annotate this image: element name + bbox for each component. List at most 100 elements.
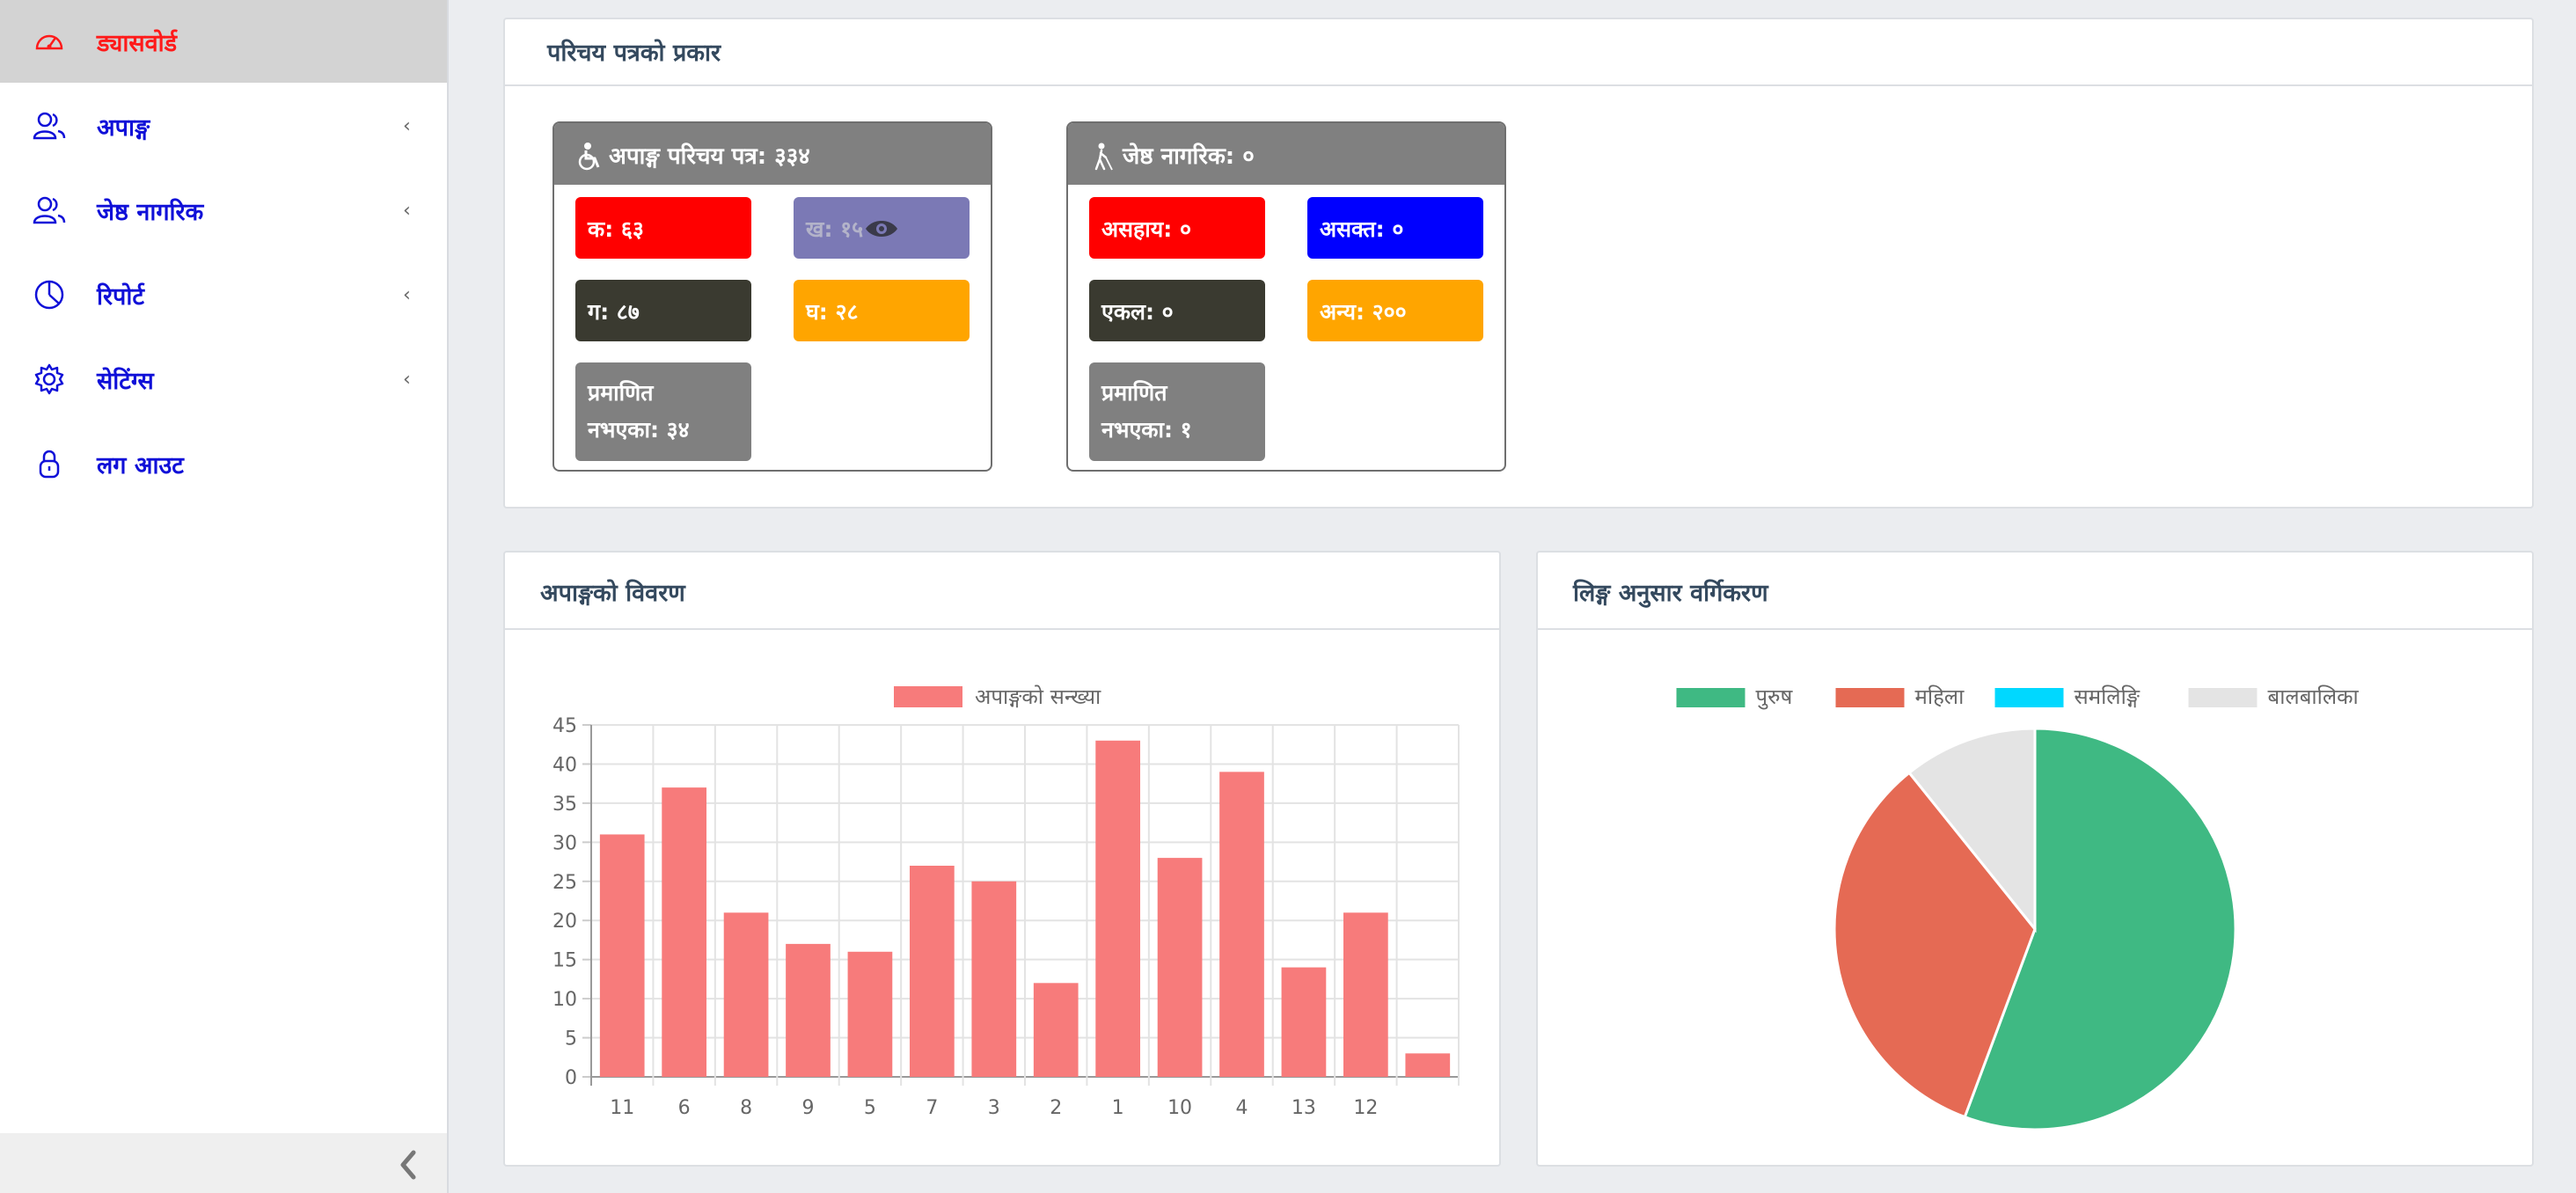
bar	[1157, 858, 1203, 1077]
chevron-left-icon: ‹	[403, 199, 411, 222]
card-header: लिङ्ग अनुसार वर्गिकरण	[1538, 553, 2532, 630]
legend-swatch	[1994, 688, 2064, 707]
sidebar-item-disabled[interactable]: अपाङ्ग ‹	[0, 84, 447, 167]
sidebar-item-settings[interactable]: सेटिंग्स ‹	[0, 338, 447, 421]
y-tick-label: 30	[553, 832, 577, 854]
tile-label: अन्य: २००	[1320, 299, 1407, 325]
tile-label: ख: १५	[806, 216, 864, 242]
bar	[910, 866, 955, 1077]
card-title: परिचय पत्रको प्रकार	[547, 40, 721, 67]
sidebar-footer	[0, 1133, 447, 1193]
tile-label: ग: ८७	[588, 299, 640, 325]
sidebar-item-label: लग आउट	[97, 451, 184, 479]
chart-legend: अपाङ्गको सन्ख्या	[894, 684, 1101, 709]
card-header: परिचय पत्रको प्रकार	[505, 19, 2532, 86]
bar	[1281, 967, 1327, 1077]
sidebar-item-label: रिपोर्ट	[97, 282, 144, 311]
bar	[662, 787, 706, 1077]
y-tick-label: 40	[553, 754, 577, 776]
chevron-left-icon[interactable]	[394, 1147, 422, 1182]
tile-ga[interactable]: ग: ८७	[575, 280, 751, 341]
disabled-details-panel: अपाङ्गको विवरण अपाङ्गको सन्ख्या 0 5 10 15 20 2…	[503, 551, 1501, 1167]
card-title: अपाङ्गको विवरण	[540, 580, 685, 607]
x-tick-label: 12	[1353, 1097, 1378, 1119]
y-tick-label: 35	[553, 794, 577, 816]
pie-slice	[1907, 727, 2037, 933]
x-tick-label: 13	[1292, 1097, 1316, 1119]
card-title: लिङ्ग अनुसार वर्गिकरण	[1573, 580, 1768, 607]
senior-citizen-title: जेष्ठ नागरिक: ०	[1123, 143, 1255, 170]
x-tick-label: 4	[1236, 1097, 1248, 1119]
tile-ka[interactable]: क: ६३	[575, 197, 751, 259]
dashboard-icon	[35, 34, 63, 50]
tile-label: एकल: ०	[1101, 299, 1174, 325]
legend-label: समलिङ्गि	[2075, 684, 2141, 709]
tile-incapable[interactable]: असक्त: ०	[1307, 197, 1483, 259]
y-tick-label: 0	[565, 1067, 577, 1089]
bar	[786, 943, 831, 1077]
bar	[1405, 1053, 1451, 1077]
blind-walker-icon	[1094, 143, 1113, 171]
x-tick-label: 11	[610, 1097, 634, 1119]
x-tick-label: 7	[926, 1097, 938, 1119]
tile-kha[interactable]: ख: १५	[794, 197, 970, 259]
y-tick-label: 10	[553, 989, 577, 1011]
card-header: अपाङ्गको विवरण	[505, 553, 1499, 630]
sidebar-item-dashboard[interactable]: ड्यासवोर्ड	[0, 0, 447, 83]
y-tick-label: 15	[553, 950, 577, 972]
tile-label: क: ६३	[588, 216, 644, 242]
bar	[847, 951, 893, 1077]
sidebar: ड्यासवोर्ड अपाङ्ग ‹ जेष्ठ नागरिक ‹ रिपोर…	[0, 0, 449, 1193]
tile-single[interactable]: एकल: ०	[1089, 280, 1265, 341]
legend-label: अपाङ्गको सन्ख्या	[975, 684, 1101, 709]
x-tick-label: 8	[740, 1097, 752, 1119]
bar	[599, 834, 645, 1077]
legend-label: महिला	[1915, 684, 1965, 709]
sidebar-item-label: सेटिंग्स	[97, 367, 154, 395]
bar	[1095, 740, 1140, 1077]
legend-swatch	[1835, 688, 1905, 707]
tile-helpless[interactable]: असहाय: ०	[1089, 197, 1265, 259]
chevron-left-icon: ‹	[403, 114, 411, 137]
tile-unverified[interactable]: प्रमाणित नभएका: ३४	[575, 362, 751, 461]
legend-swatch	[2188, 688, 2258, 707]
chevron-left-icon: ‹	[403, 368, 411, 391]
sidebar-item-label: अपाङ्ग	[97, 113, 150, 142]
pie-report-icon	[34, 280, 64, 310]
sidebar-item-report[interactable]: रिपोर्ट ‹	[0, 253, 447, 336]
bar	[1033, 983, 1079, 1077]
y-tick-label: 20	[553, 911, 577, 933]
bar	[723, 912, 769, 1077]
tile-unverified[interactable]: प्रमाणित नभएका: १	[1089, 362, 1265, 461]
users-icon	[33, 112, 66, 140]
x-tick-label: 2	[1050, 1097, 1062, 1119]
y-tick-label: 45	[553, 715, 577, 737]
tile-label: असहाय: ०	[1101, 216, 1191, 242]
x-tick-label: 9	[802, 1097, 815, 1119]
users-icon	[33, 196, 66, 224]
tile-other[interactable]: अन्य: २००	[1307, 280, 1483, 341]
sidebar-item-label: ड्यासवोर्ड	[97, 29, 178, 57]
x-tick-label: 6	[678, 1097, 691, 1119]
bar	[1343, 912, 1388, 1077]
senior-citizen-header: जेष्ठ नागरिक: ०	[1068, 123, 1504, 185]
tile-label-line1: प्रमाणित	[588, 380, 654, 406]
pie-slice	[1833, 771, 2037, 1119]
tile-label-line2: नभएका: ३४	[588, 417, 690, 443]
sidebar-item-senior-citizen[interactable]: जेष्ठ नागरिक ‹	[0, 169, 447, 252]
x-tick-label: 5	[864, 1097, 876, 1119]
tile-label-line2: नभएका: १	[1101, 417, 1192, 443]
disabled-id-title: अपाङ्ग परिचय पत्र: ३३४	[609, 143, 810, 170]
x-tick-label: 1	[1112, 1097, 1124, 1119]
gender-classification-panel: लिङ्ग अनुसार वर्गिकरण पुरुष महिला समलिङ्गि…	[1536, 551, 2534, 1167]
chevron-left-icon: ‹	[403, 283, 411, 306]
eye-icon[interactable]	[864, 216, 899, 241]
disabled-id-header: अपाङ्ग परिचय पत्र: ३३४	[554, 123, 991, 185]
sidebar-item-logout[interactable]: लग आउट	[0, 422, 447, 505]
y-tick-label: 5	[565, 1028, 577, 1050]
bar	[1219, 772, 1264, 1077]
sidebar-item-label: जेष्ठ नागरिक	[97, 198, 204, 226]
legend-swatch	[894, 686, 962, 707]
legend-label: बालबालिका	[2268, 684, 2360, 709]
tile-gha[interactable]: घ: २८	[794, 280, 970, 341]
